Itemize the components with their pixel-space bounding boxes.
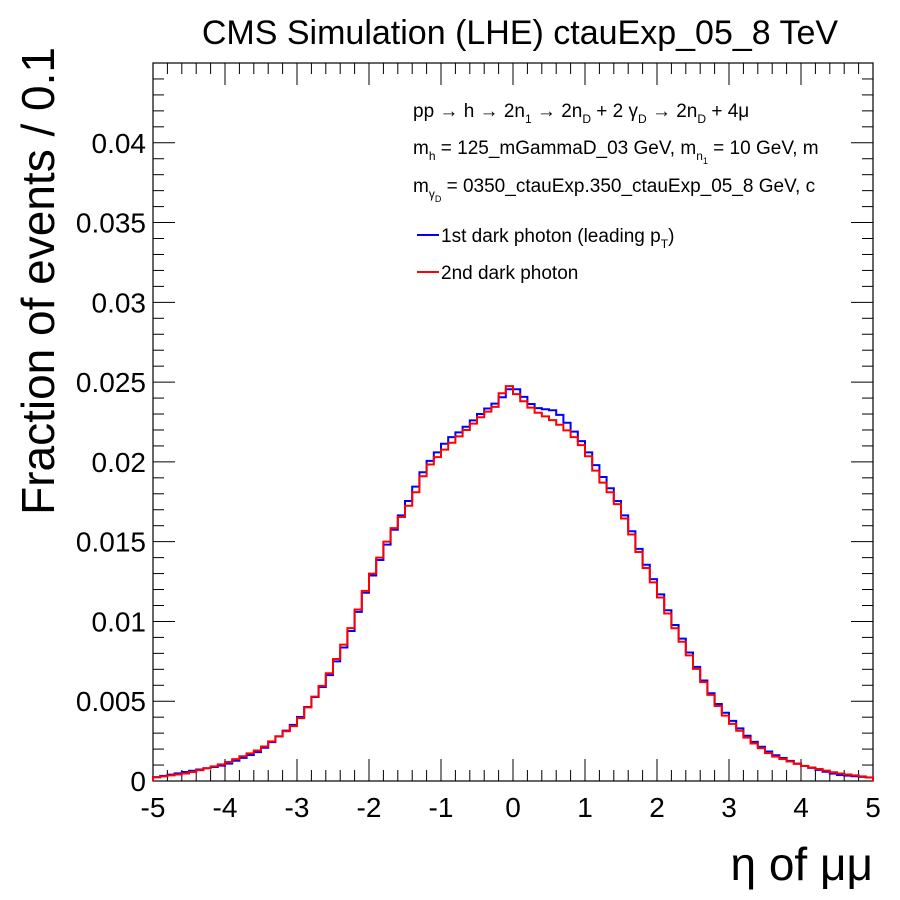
y-tick-label: 0.02 xyxy=(92,447,147,478)
x-tick-label: 5 xyxy=(865,792,881,823)
x-tick-label: -1 xyxy=(429,792,454,823)
y-tick-label: 0 xyxy=(130,766,146,797)
x-tick-label: 0 xyxy=(505,792,521,823)
legend: 1st dark photon (leading pT) 2nd dark ph… xyxy=(417,226,674,284)
y-tick-label: 0.035 xyxy=(76,208,146,239)
y-tick-label: 0.03 xyxy=(92,287,147,318)
y-tick-label: 0.005 xyxy=(76,686,146,717)
plot-frame xyxy=(152,62,874,782)
x-axis-label: η of μμ xyxy=(730,838,873,890)
series-second-dark-photon xyxy=(152,385,874,781)
legend-label-leading: 1st dark photon (leading pT) xyxy=(441,226,674,251)
x-axis-ticks xyxy=(152,63,874,781)
x-tick-label: 3 xyxy=(721,792,737,823)
y-axis-label: Fraction of events / 0.1 xyxy=(12,47,64,515)
x-tick-label: 1 xyxy=(577,792,593,823)
series-leading-dark-photon xyxy=(152,388,874,781)
x-tick-label: -3 xyxy=(285,792,310,823)
y-axis-tick-labels: 0 0.005 0.01 0.015 0.02 0.025 0.03 0.035 0.04 xyxy=(76,128,146,797)
x-axis-tick-labels: -5 -4 -3 -2 -1 0 1 2 3 4 5 xyxy=(141,792,881,823)
annotation-line-2: mh = 125_mGammaD_03 GeV, mn1 = 10 GeV, m xyxy=(413,138,819,166)
y-tick-label: 0.025 xyxy=(76,367,146,398)
series-lines xyxy=(152,385,874,781)
annotation-block: pp → h → 2n1 → 2nD + 2 γD → 2nD + 4μ mh … xyxy=(413,101,819,204)
annotation-line-1: pp → h → 2n1 → 2nD + 2 γD → 2nD + 4μ xyxy=(413,101,749,126)
chart-title: CMS Simulation (LHE) ctauExp_05_8 TeV xyxy=(202,14,839,52)
y-axis-ticks xyxy=(153,62,873,782)
legend-label-second: 2nd dark photon xyxy=(441,263,578,284)
annotation-line-3: mγD = 0350_ctauExp.350_ctauExp_05_8 GeV,… xyxy=(413,176,815,204)
y-tick-label: 0.04 xyxy=(92,128,147,159)
x-tick-label: 2 xyxy=(649,792,665,823)
x-tick-label: 4 xyxy=(793,792,809,823)
x-tick-label: -5 xyxy=(141,792,166,823)
y-tick-label: 0.01 xyxy=(92,606,147,637)
y-tick-label: 0.015 xyxy=(76,527,146,558)
x-tick-label: -2 xyxy=(357,792,382,823)
x-tick-label: -4 xyxy=(213,792,238,823)
